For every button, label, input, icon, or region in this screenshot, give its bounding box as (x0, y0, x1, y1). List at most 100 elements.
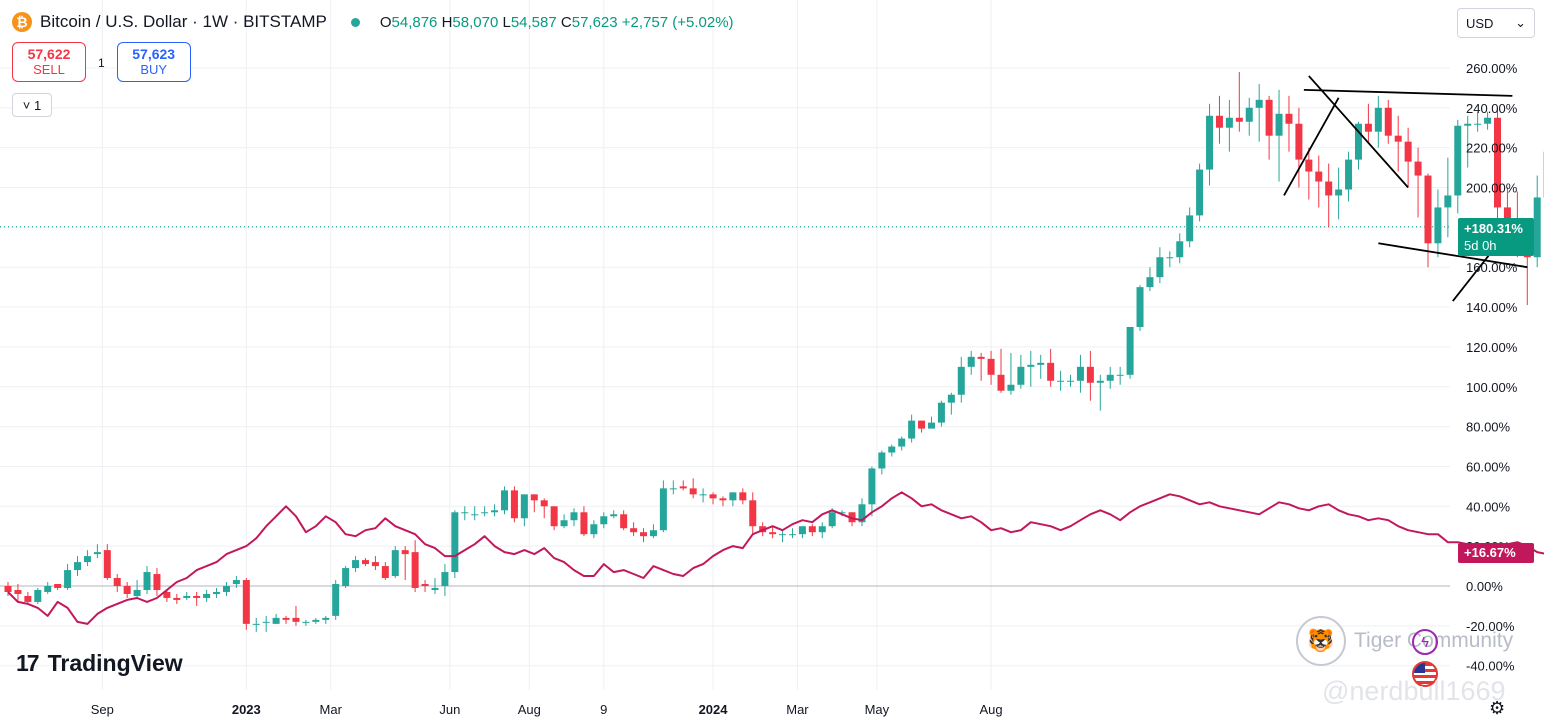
candle-body (818, 526, 826, 533)
candle-body (749, 500, 757, 527)
chevron-down-icon: ⌄ (1515, 15, 1526, 30)
candle-body (133, 589, 141, 596)
candle-body (173, 597, 181, 600)
candle-body (1126, 326, 1134, 375)
spread-value: 1 (98, 56, 105, 70)
candle-body (163, 591, 171, 598)
y-tick-label: 60.00% (1466, 459, 1511, 474)
y-tick-label: -20.00% (1466, 619, 1515, 634)
candle-body (1265, 99, 1273, 136)
candle-body (858, 504, 866, 523)
trade-panel: 57,622 SELL 1 57,623 BUY (12, 42, 191, 82)
symbol-header[interactable]: ₿ Bitcoin / U.S. Dollar · 1W · BITSTAMP … (12, 10, 734, 34)
candle-body (461, 512, 469, 514)
candle-body (332, 584, 340, 616)
sell-button[interactable]: 57,622 SELL (12, 42, 86, 82)
candle-body (878, 452, 886, 469)
candle-body (391, 550, 399, 577)
candle-body (1285, 113, 1293, 124)
candle-body (610, 514, 618, 517)
candle-body (421, 584, 429, 586)
candle-body (1325, 181, 1333, 196)
candle-body (630, 528, 638, 533)
candle-body (1255, 99, 1263, 108)
candle-body (779, 534, 787, 536)
compare-value-tag: +16.67% (1458, 543, 1534, 563)
y-tick-label: -40.00% (1466, 659, 1515, 674)
candle-body (183, 595, 191, 598)
candle-body (371, 562, 379, 567)
candle-body (54, 584, 62, 588)
candle-body (1484, 117, 1492, 124)
candle-body (868, 468, 876, 505)
candle-body (1404, 141, 1412, 162)
candle-body (699, 494, 707, 496)
candle-body (1345, 159, 1353, 190)
lightning-icon[interactable]: ϟ (1412, 629, 1438, 655)
candle-body (1116, 374, 1124, 376)
y-tick-label: 260.00% (1466, 61, 1518, 76)
candle-body (888, 446, 896, 453)
candle-body (1335, 189, 1343, 196)
candle-body (1235, 117, 1243, 122)
candle-body (550, 506, 558, 527)
candle-body (441, 572, 449, 586)
settings-gear-icon[interactable]: ⚙ (1489, 698, 1506, 718)
candle-body (540, 500, 548, 507)
symbol-title[interactable]: Bitcoin / U.S. Dollar · 1W · BITSTAMP (40, 12, 327, 31)
trendline (1378, 242, 1528, 269)
candle-body (213, 591, 221, 594)
x-tick-label: Jun (439, 702, 460, 717)
candle-body (788, 534, 796, 536)
candle-body (918, 420, 926, 429)
indicators-collapse-button[interactable]: ˅ 1 (12, 93, 52, 117)
currency-select[interactable]: USD ⌄ (1457, 8, 1535, 38)
candle-body (471, 514, 479, 516)
candle-body (1206, 115, 1214, 170)
candle-body (1146, 277, 1154, 288)
candle-body (987, 358, 995, 375)
buy-button[interactable]: 57,623 BUY (116, 42, 191, 82)
candle-body (322, 617, 330, 620)
candle-body (44, 586, 52, 592)
candle-body (1106, 374, 1114, 381)
compare-line (7, 491, 1544, 625)
candle-body (1454, 125, 1462, 196)
y-tick-label: 0.00% (1466, 579, 1503, 594)
candle-body (222, 586, 230, 592)
y-tick-label: 100.00% (1466, 380, 1518, 395)
x-tick-label: 2023 (232, 702, 261, 717)
us-flag-icon[interactable] (1412, 661, 1438, 687)
candle-body (1047, 362, 1055, 381)
candle-body (411, 552, 419, 588)
candle-body (1017, 366, 1025, 385)
trendline (1303, 88, 1513, 97)
candle-body (1037, 362, 1045, 365)
candle-body (967, 356, 975, 367)
candle-body (282, 617, 290, 620)
x-tick-label: Mar (320, 702, 343, 717)
candle-body (838, 512, 846, 514)
candle-body (93, 552, 101, 555)
candle-body (739, 492, 747, 501)
candle-body (4, 586, 12, 592)
market-status-icon (350, 17, 360, 27)
candle-body (1315, 171, 1323, 182)
candle-body (590, 524, 598, 535)
y-tick-label: 120.00% (1466, 340, 1518, 355)
current-price-tag: +180.31% 5d 0h (1458, 218, 1534, 256)
candle-body (1374, 107, 1382, 132)
tiger-community-watermark: 🐯 Tiger Community (1296, 616, 1513, 666)
y-tick-label: 40.00% (1466, 499, 1511, 514)
candle-body (501, 490, 508, 511)
candle-body (729, 492, 737, 501)
candle-body (193, 595, 201, 598)
candle-body (1414, 161, 1422, 176)
candle-body (352, 560, 360, 569)
candle-body (1424, 175, 1432, 244)
candle-body (252, 623, 260, 625)
candle-body (83, 556, 91, 563)
candle-body (401, 550, 409, 555)
tradingview-logo[interactable]: 17 TradingView (16, 650, 183, 676)
candle-body (1007, 384, 1015, 391)
